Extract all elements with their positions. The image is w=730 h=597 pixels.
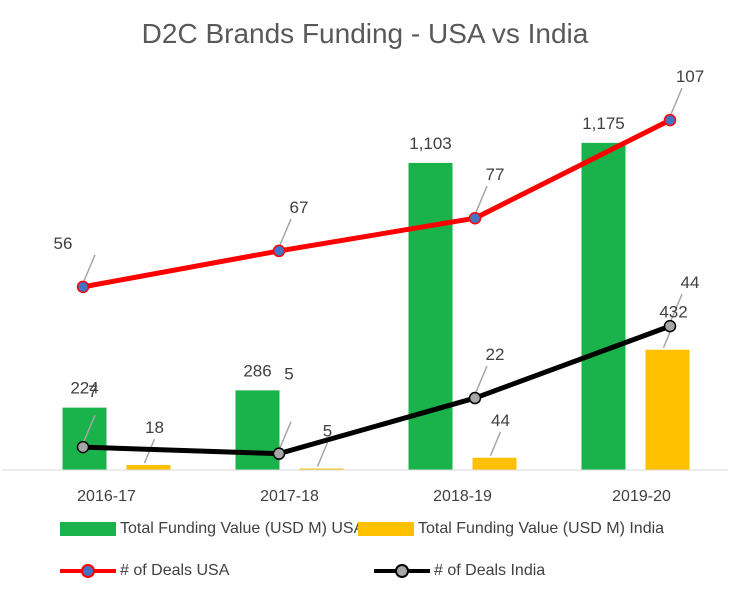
legend-line-usa-deals [60, 563, 116, 579]
line-leader-of-deals-india-2017-18 [279, 421, 292, 448]
legend-line-india-deals [374, 563, 430, 579]
line-label-of-deals-india-2017-18: 5 [284, 365, 293, 384]
chart-title: D2C Brands Funding - USA vs India [141, 18, 589, 49]
bar-label-total-funding-value-usd-m-india-2018-19: 44 [491, 411, 510, 430]
x-tick-label-2018-19: 2018-19 [433, 488, 492, 505]
legend-swatch-usa-funding [60, 522, 116, 536]
bar-label-total-funding-value-usd-m-india-2016-17: 18 [145, 418, 164, 437]
bar-label-total-funding-value-usd-m-usa-2019-20: 1,175 [582, 114, 625, 133]
x-tick-label-2019-20: 2019-20 [612, 488, 671, 505]
marker-of-deals-usa-2018-19 [468, 211, 482, 225]
marker-of-deals-usa-2017-18 [272, 244, 286, 258]
marker-of-deals-india-2018-19 [468, 391, 482, 405]
bar-leader-total-funding-value-usd-m-india-2018-19 [489, 431, 502, 457]
marker-of-deals-usa-2016-17 [76, 280, 90, 294]
line-label-of-deals-india-2016-17: 7 [88, 382, 97, 401]
legend-label-india-funding: Total Funding Value (USD M) India [418, 520, 665, 537]
bar-label-total-funding-value-usd-m-india-2017-18: 5 [323, 422, 332, 441]
marker-of-deals-india-2016-17 [76, 440, 90, 454]
line-leader-of-deals-india-2019-20 [670, 293, 683, 321]
x-tick-label-2017-18: 2017-18 [260, 488, 319, 505]
marker-of-deals-usa-2019-20 [663, 113, 677, 127]
legend-item-india-funding: Total Funding Value (USD M) India [358, 520, 664, 538]
line-leader-of-deals-usa-2019-20 [670, 87, 683, 115]
legend-item-usa-deals: # of Deals USA [60, 562, 229, 580]
line-leader-of-deals-india-2016-17 [83, 414, 96, 442]
legend-swatch-india-funding [358, 522, 414, 536]
legend-label-usa-funding: Total Funding Value (USD M) USA [120, 520, 365, 537]
legend-label-usa-deals: # of Deals USA [120, 562, 230, 579]
bar-total-funding-value-usd-m-india-2016-17 [126, 464, 171, 470]
line-label-of-deals-usa-2018-19: 77 [486, 165, 505, 184]
line-label-of-deals-usa-2016-17: 56 [54, 234, 73, 253]
line-label-of-deals-usa-2019-20: 107 [676, 67, 704, 86]
legend-label-india-deals: # of Deals India [434, 562, 546, 579]
bar-label-total-funding-value-usd-m-usa-2018-19: 1,103 [409, 134, 452, 153]
line-leader-of-deals-usa-2017-18 [279, 218, 292, 246]
line-leader-of-deals-usa-2018-19 [475, 185, 488, 213]
bar-total-funding-value-usd-m-india-2019-20 [645, 349, 690, 470]
line-leader-of-deals-india-2018-19 [475, 365, 488, 393]
legend-item-india-deals: # of Deals India [374, 562, 545, 580]
line-of-deals-india [82, 323, 671, 457]
line-of-deals-usa [82, 117, 672, 290]
legend-item-usa-funding: Total Funding Value (USD M) USA [60, 520, 364, 538]
bar-total-funding-value-usd-m-india-2018-19 [472, 457, 517, 470]
bar-total-funding-value-usd-m-usa-2019-20 [581, 142, 626, 470]
marker-of-deals-india-2019-20 [663, 319, 677, 333]
bar-total-funding-value-usd-m-usa-2018-19 [408, 162, 453, 470]
bar-label-total-funding-value-usd-m-usa-2017-18: 286 [243, 361, 271, 380]
bar-total-funding-value-usd-m-usa-2017-18 [235, 390, 280, 470]
x-tick-label-2016-17: 2016-17 [77, 488, 136, 505]
line-label-of-deals-india-2019-20: 44 [681, 273, 700, 292]
bar-label-total-funding-value-usd-m-usa-2016-17: 224 [70, 379, 98, 398]
bar-label-total-funding-value-usd-m-india-2019-20: 432 [659, 303, 687, 322]
bar-leader-total-funding-value-usd-m-india-2017-18 [316, 442, 329, 467]
line-label-of-deals-usa-2017-18: 67 [290, 198, 309, 217]
line-leader-of-deals-usa-2016-17 [83, 254, 96, 282]
bar-total-funding-value-usd-m-india-2017-18 [299, 468, 344, 470]
line-label-of-deals-india-2018-19: 22 [486, 345, 505, 364]
marker-of-deals-india-2017-18 [272, 447, 286, 460]
